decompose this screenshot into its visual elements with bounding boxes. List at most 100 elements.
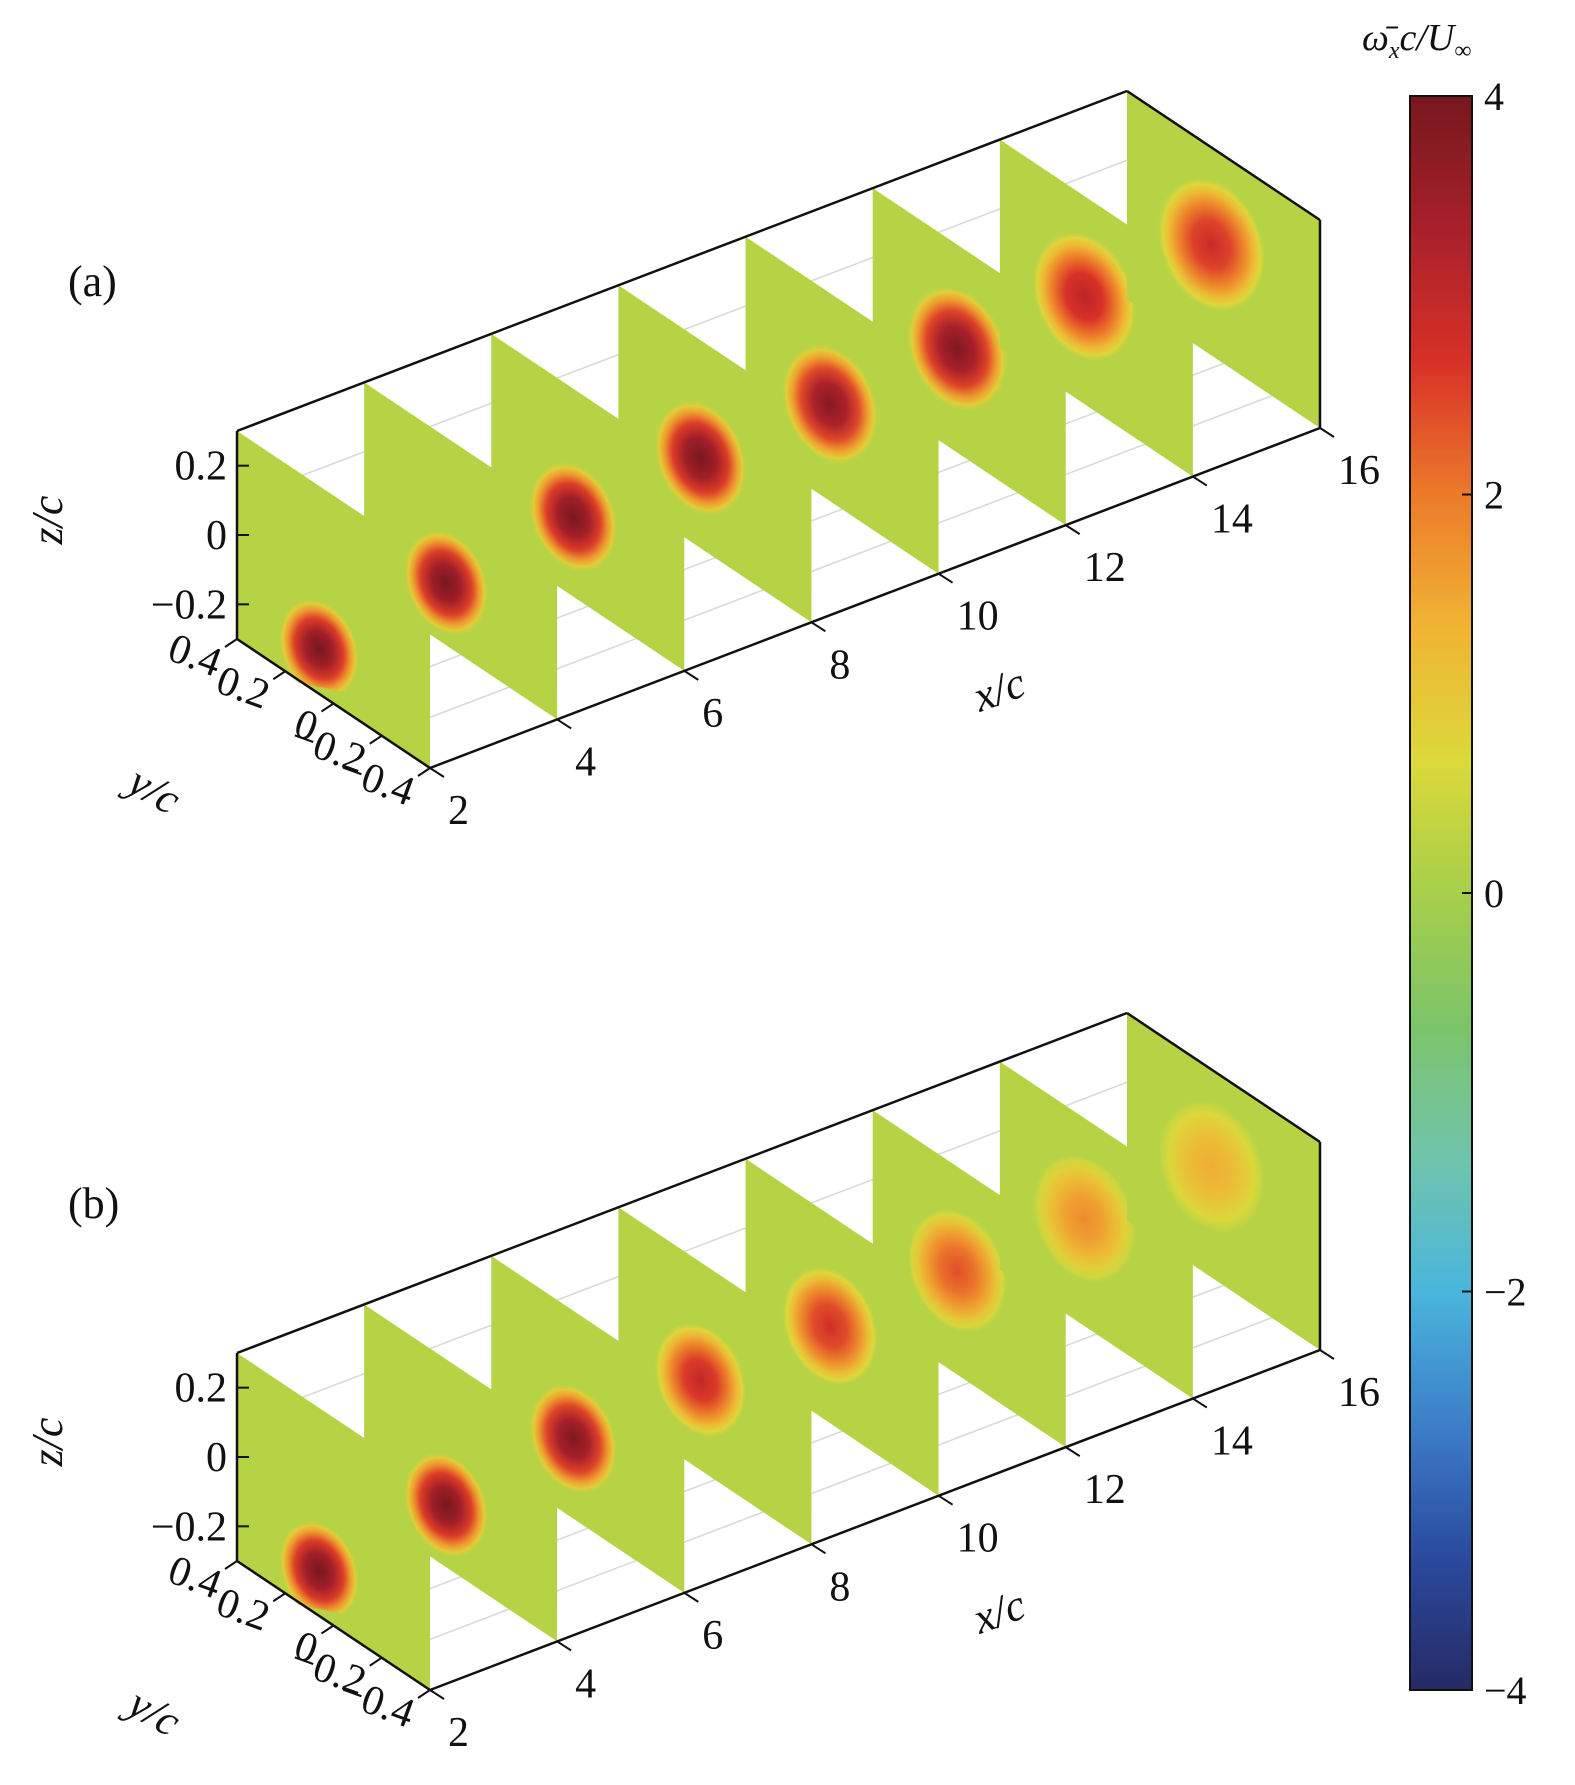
vortex-core [781,343,879,465]
x-tick-label: 2 [448,788,469,834]
x-tick-label: 16 [1338,448,1380,494]
x-tick-mark [556,718,572,730]
y-tick-mark [369,734,383,745]
y-tick-mark [272,670,286,681]
y-tick-mark [320,1624,335,1635]
slice-x-12 [872,1110,1066,1448]
x-tick-label: 6 [702,691,723,737]
x-tick-label: 10 [957,594,999,640]
y-tick-mark [369,1656,383,1667]
x-tick-label: 6 [702,1613,723,1659]
y-tick-mark [320,702,335,713]
slice-x-12 [872,188,1066,526]
y-tick-mark [417,1689,431,1699]
x-tick-mark [683,670,699,681]
panel-b: 246810121416x/c0.40.20−0.2−0.4y/c0.20−0.… [23,1011,1380,1756]
slice-x-4 [364,1304,558,1642]
vortex-core [1157,176,1266,313]
x-tick-mark [810,1543,826,1555]
y-tick-mark [272,1592,286,1603]
y-tick-label: 0.2 [210,657,275,718]
vortex-core [781,1265,879,1387]
slice-x-2 [237,1353,430,1690]
panel-a: 246810121416x/c0.40.20−0.2−0.4y/c0.20−0.… [23,89,1380,834]
panel-label: (b) [68,1179,119,1228]
z-axis-label: z/c [23,495,72,545]
x-tick-label: 14 [1211,1419,1253,1465]
slice-x-2 [237,431,430,768]
x-axis-label: x/c [966,1580,1032,1644]
axis-box-edge [429,1348,1321,1692]
axis-box-edge [236,1011,1128,1355]
x-tick-label: 4 [575,1661,596,1707]
slice-x-10 [745,1158,939,1496]
slice-x-6 [491,333,685,671]
panel-label: (a) [68,257,117,306]
y-tick-label: 0.4 [162,1547,227,1608]
vortex-core [906,285,1008,412]
x-tick-label: 8 [829,1564,850,1610]
z-tick-label: 0.2 [175,444,228,490]
y-tick-label: −0.4 [333,746,420,815]
vortex-core [906,1207,1008,1334]
x-tick-label: 4 [575,739,596,785]
z-tick-label: 0 [206,513,227,559]
slice-x-8 [618,1207,812,1545]
colorbar-tick-label: −2 [1484,1270,1527,1315]
vortex-core [1031,1153,1137,1284]
vortex-core [1157,1098,1266,1235]
x-tick-mark [938,572,954,584]
vortex-core [529,1383,618,1495]
vortex-core [403,1452,489,1558]
z-tick-label: 0 [206,1435,227,1481]
vortex-core [529,461,618,573]
colorbar-label: ω̄xc/U∞ [1362,17,1471,64]
slice-x-16 [1127,91,1320,428]
x-tick-mark [810,621,826,633]
vortex-core [1031,231,1137,362]
y-tick-mark [417,767,431,777]
slice-x-14 [999,1061,1193,1399]
slice-x-8 [618,285,812,623]
x-tick-mark [683,1592,699,1603]
y-axis-label: y/c [117,1676,190,1746]
axis-box-edge [1126,1011,1321,1144]
slice-plane [237,1353,430,1690]
z-tick-label: −0.2 [151,1504,227,1550]
y-tick-mark [224,638,238,648]
z-tick-label: −0.2 [151,582,227,628]
x-tick-label: 2 [448,1710,469,1756]
axis-box-edge [236,89,1128,433]
z-tick-label: 0.2 [175,1366,228,1412]
slice-plane [237,431,430,768]
x-tick-mark [938,1494,954,1506]
x-tick-mark [1319,427,1335,438]
vortex-core [654,400,747,516]
x-tick-label: 12 [1084,1467,1126,1513]
x-tick-label: 12 [1084,545,1126,591]
x-tick-mark [1192,475,1208,487]
slice-x-16 [1127,1013,1320,1350]
colorbar-tick-label: −4 [1484,1668,1527,1713]
y-tick-label: 0.4 [162,625,227,686]
slice-x-10 [745,236,939,574]
colorbar-tick-label: 0 [1484,871,1504,916]
x-tick-label: 8 [829,642,850,688]
vortex-core [278,1520,360,1622]
colorbar: 4 2 0 −2 −4 ω̄xc/U∞ [1362,17,1527,1713]
x-tick-label: 14 [1211,497,1253,543]
x-tick-mark [429,767,445,778]
slice-x-14 [999,139,1193,477]
y-tick-label: −0.4 [333,1668,420,1737]
x-tick-mark [1065,1446,1081,1457]
vortex-core [278,598,360,700]
x-tick-mark [556,1640,572,1652]
colorbar-gradient [1409,95,1473,1691]
x-tick-mark [1192,1397,1208,1409]
y-axis-label: y/c [117,754,190,824]
axis-box-edge [429,426,1321,770]
axis-box-edge [1126,89,1321,222]
z-axis-label: z/c [23,1417,72,1467]
x-axis-label: x/c [966,658,1032,722]
